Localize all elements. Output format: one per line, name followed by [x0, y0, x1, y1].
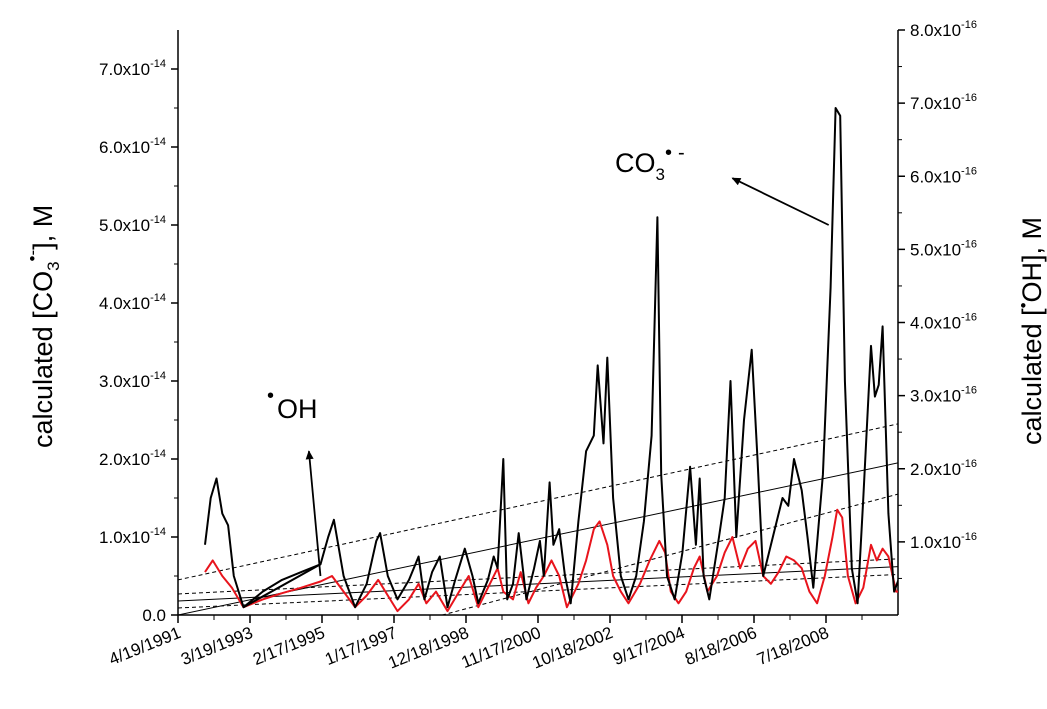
right-axis-title-sup: •	[1014, 302, 1033, 308]
oh-annotation-dot: •	[267, 385, 274, 407]
co3-annotation-sub: 3	[656, 165, 665, 184]
right-tick-exponent: -16	[961, 92, 977, 104]
pointer-arrow	[731, 177, 830, 226]
right-tick-label: 4.0x10-16	[910, 312, 977, 333]
right-tick-label: 8.0x10-16	[910, 19, 977, 40]
co3-annotation-dot: •	[665, 142, 672, 164]
left-tick-exponent: -14	[150, 448, 166, 460]
right-axis-ticks: 1.0x10-162.0x10-163.0x10-164.0x10-165.0x…	[898, 19, 977, 579]
left-tick-label: 7.0x10-14	[99, 58, 166, 79]
x-tick-label: 9/17/2004	[610, 623, 687, 669]
right-tick-text: 2.0x10	[910, 460, 961, 479]
right-tick-exponent: -16	[961, 19, 977, 31]
right-tick-label: 6.0x10-16	[910, 165, 977, 186]
right-tick-text: 4.0x10	[910, 314, 961, 333]
right-axis-title-tail: OH], M	[1017, 217, 1047, 303]
left-tick-exponent: -14	[150, 214, 166, 226]
oh-segment	[242, 563, 321, 609]
left-tick-exponent: -14	[150, 136, 166, 148]
right-tick-exponent: -16	[961, 312, 977, 324]
right-tick-text: 1.0x10	[910, 533, 961, 552]
right-tick-exponent: -16	[961, 531, 977, 543]
left-axis-title-text: calculated [CO	[28, 271, 58, 448]
left-axis-title: calculated [CO3•-], M	[23, 205, 63, 448]
x-tick-label: 10/18/2002	[529, 623, 615, 672]
plot-frame	[177, 30, 899, 616]
trend-line	[178, 558, 898, 595]
left-tick-exponent: -14	[150, 370, 166, 382]
left-tick-exponent: -14	[150, 58, 166, 70]
left-tick-label: 6.0x10-14	[99, 136, 166, 157]
oh-annotation-text: OH	[277, 394, 318, 424]
x-tick-label: 7/18/2008	[754, 623, 831, 669]
annotation-arrows	[242, 177, 830, 609]
left-tick-text: 4.0x10	[99, 294, 150, 313]
right-tick-text: 7.0x10	[910, 94, 961, 113]
left-tick-text: 2.0x10	[99, 450, 150, 469]
right-tick-text: 3.0x10	[910, 387, 961, 406]
left-tick-label: 3.0x10-14	[99, 370, 166, 391]
left-tick-exponent: -14	[150, 292, 166, 304]
series-line	[204, 107, 898, 609]
co3-annotation: CO3• -	[615, 142, 685, 184]
right-tick-label: 5.0x10-16	[910, 238, 977, 259]
left-axis-title-sup: •-	[23, 250, 42, 262]
left-tick-label: 0.0	[142, 606, 166, 625]
left-axis-title-tail: ], M	[28, 205, 58, 250]
series-lines	[204, 107, 898, 613]
left-tick-text: 5.0x10	[99, 216, 150, 235]
left-tick-text: 3.0x10	[99, 372, 150, 391]
right-tick-exponent: -16	[961, 165, 977, 177]
left-tick-text: 7.0x10	[99, 60, 150, 79]
right-tick-label: 7.0x10-16	[910, 92, 977, 113]
left-tick-label: 2.0x10-14	[99, 448, 166, 469]
left-tick-text: 1.0x10	[99, 528, 150, 547]
left-tick-label: 4.0x10-14	[99, 292, 166, 313]
x-tick-label: 8/18/2006	[682, 623, 759, 669]
x-tick-label: 3/19/1993	[178, 623, 255, 669]
oh-annotation: • OH	[267, 385, 318, 424]
right-tick-exponent: -16	[961, 385, 977, 397]
series-line	[204, 508, 898, 613]
left-tick-text: 0.0	[142, 606, 166, 625]
trend-line	[178, 573, 898, 609]
right-tick-text: 8.0x10	[910, 21, 961, 40]
right-tick-label: 2.0x10-16	[910, 458, 977, 479]
right-axis-title: calculated [•OH], M	[1014, 217, 1047, 445]
x-tick-label: 11/17/2000	[459, 623, 544, 672]
left-tick-text: 6.0x10	[99, 138, 150, 157]
left-tick-exponent: -14	[150, 526, 166, 538]
trend-line	[178, 423, 898, 581]
left-tick-label: 5.0x10-14	[99, 214, 166, 235]
co3-annotation-minus: -	[678, 142, 685, 164]
x-tick-label: 12/18/1998	[385, 623, 471, 672]
right-tick-text: 6.0x10	[910, 167, 961, 186]
right-tick-label: 3.0x10-16	[910, 385, 977, 406]
pointer-arrow	[305, 450, 322, 577]
co3-annotation-text: CO	[615, 148, 656, 178]
right-tick-text: 5.0x10	[910, 240, 961, 259]
left-axis-title-sub: 3	[44, 261, 63, 270]
x-tick-label: 2/17/1995	[250, 623, 327, 669]
x-axis-ticks: 4/19/19913/19/19932/17/19951/17/199712/1…	[106, 615, 863, 673]
left-axis-ticks: 0.01.0x10-142.0x10-143.0x10-144.0x10-145…	[99, 58, 178, 625]
right-tick-exponent: -16	[961, 238, 977, 250]
right-tick-exponent: -16	[961, 458, 977, 470]
right-axis-title-text: calculated [	[1017, 308, 1047, 445]
right-tick-label: 1.0x10-16	[910, 531, 977, 552]
x-tick-label: 4/19/1991	[106, 623, 183, 669]
left-tick-label: 1.0x10-14	[99, 526, 166, 547]
trend-line	[440, 493, 898, 615]
